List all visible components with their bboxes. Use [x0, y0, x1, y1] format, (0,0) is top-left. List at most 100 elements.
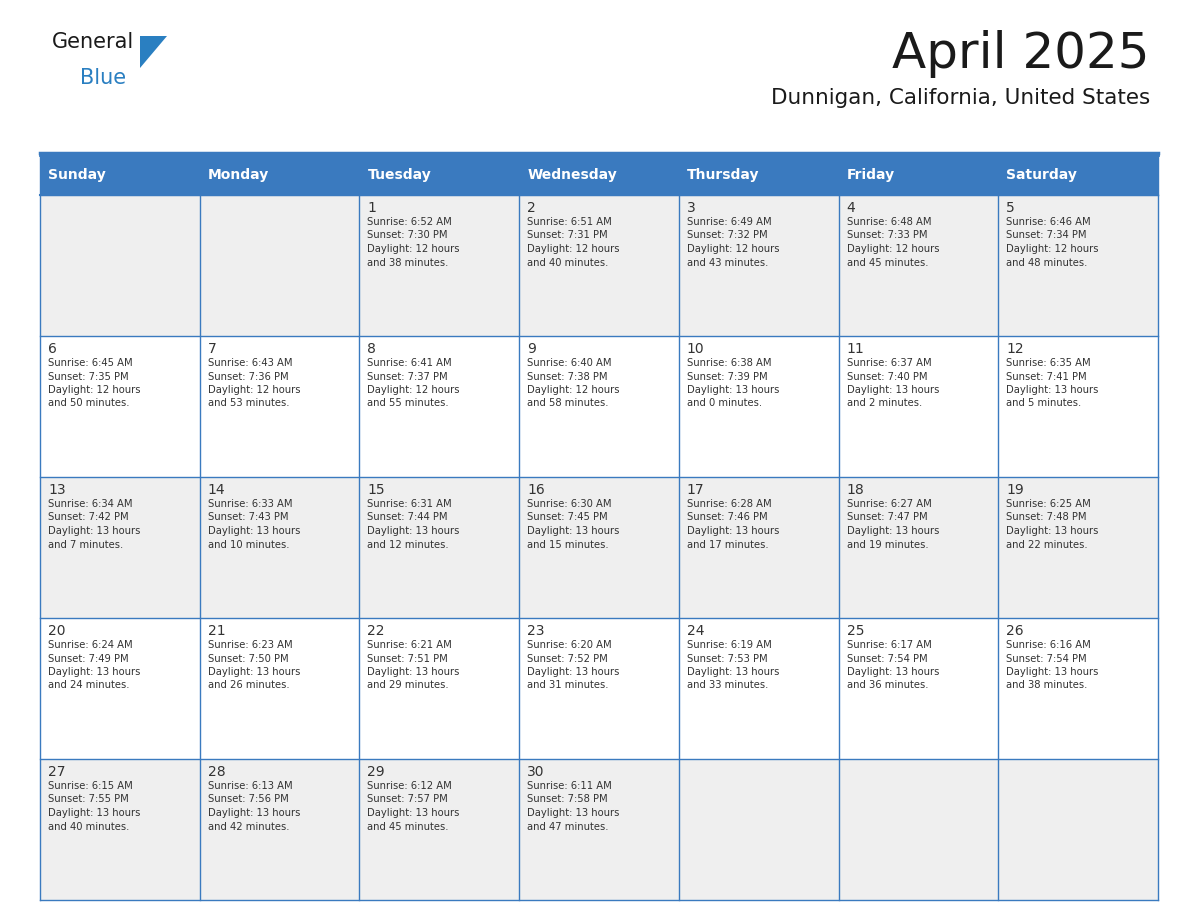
Bar	[998, 155, 1158, 195]
Text: and 45 minutes.: and 45 minutes.	[367, 822, 449, 832]
Text: Daylight: 13 hours: Daylight: 13 hours	[527, 667, 619, 677]
Text: Daylight: 12 hours: Daylight: 12 hours	[847, 244, 939, 254]
Text: 3: 3	[687, 201, 696, 215]
Text: and 55 minutes.: and 55 minutes.	[367, 398, 449, 409]
Text: and 19 minutes.: and 19 minutes.	[847, 540, 928, 550]
Text: Sunrise: 6:15 AM: Sunrise: 6:15 AM	[48, 781, 133, 791]
Text: 6: 6	[48, 342, 57, 356]
Bar	[519, 336, 678, 477]
Bar	[519, 477, 678, 618]
Text: 4: 4	[847, 201, 855, 215]
Text: Sunrise: 6:35 AM: Sunrise: 6:35 AM	[1006, 358, 1091, 368]
Text: Sunset: 7:50 PM: Sunset: 7:50 PM	[208, 654, 289, 664]
Text: Sunset: 7:30 PM: Sunset: 7:30 PM	[367, 230, 448, 241]
Text: Sunset: 7:43 PM: Sunset: 7:43 PM	[208, 512, 289, 522]
Text: Sunrise: 6:11 AM: Sunrise: 6:11 AM	[527, 781, 612, 791]
Bar	[519, 195, 678, 336]
Text: Sunset: 7:58 PM: Sunset: 7:58 PM	[527, 794, 608, 804]
Text: 18: 18	[847, 483, 865, 497]
Text: Sunset: 7:45 PM: Sunset: 7:45 PM	[527, 512, 608, 522]
Bar	[998, 195, 1158, 336]
Text: and 33 minutes.: and 33 minutes.	[687, 680, 769, 690]
Text: Sunset: 7:48 PM: Sunset: 7:48 PM	[1006, 512, 1087, 522]
Text: Sunset: 7:52 PM: Sunset: 7:52 PM	[527, 654, 608, 664]
Text: and 42 minutes.: and 42 minutes.	[208, 822, 289, 832]
Bar	[40, 195, 200, 336]
Text: Sunset: 7:38 PM: Sunset: 7:38 PM	[527, 372, 607, 382]
Text: Sunrise: 6:16 AM: Sunrise: 6:16 AM	[1006, 640, 1091, 650]
Text: 27: 27	[48, 765, 65, 779]
Bar	[678, 195, 839, 336]
Text: 22: 22	[367, 624, 385, 638]
Text: and 38 minutes.: and 38 minutes.	[367, 258, 449, 267]
Text: Saturday: Saturday	[1006, 168, 1078, 182]
Text: Daylight: 13 hours: Daylight: 13 hours	[48, 667, 140, 677]
Text: General: General	[52, 32, 134, 52]
Bar	[678, 336, 839, 477]
Text: Sunrise: 6:27 AM: Sunrise: 6:27 AM	[847, 499, 931, 509]
Text: 13: 13	[48, 483, 65, 497]
Text: and 29 minutes.: and 29 minutes.	[367, 680, 449, 690]
Text: Sunset: 7:41 PM: Sunset: 7:41 PM	[1006, 372, 1087, 382]
Bar	[360, 195, 519, 336]
Text: Sunset: 7:57 PM: Sunset: 7:57 PM	[367, 794, 448, 804]
Text: Sunrise: 6:37 AM: Sunrise: 6:37 AM	[847, 358, 931, 368]
Text: Sunrise: 6:24 AM: Sunrise: 6:24 AM	[48, 640, 133, 650]
Text: Daylight: 13 hours: Daylight: 13 hours	[527, 526, 619, 536]
Bar	[678, 155, 839, 195]
Text: Sunset: 7:42 PM: Sunset: 7:42 PM	[48, 512, 128, 522]
Text: and 24 minutes.: and 24 minutes.	[48, 680, 129, 690]
Text: Sunset: 7:54 PM: Sunset: 7:54 PM	[1006, 654, 1087, 664]
Bar	[839, 618, 998, 759]
Text: Sunrise: 6:21 AM: Sunrise: 6:21 AM	[367, 640, 453, 650]
Polygon shape	[140, 36, 168, 68]
Bar	[678, 759, 839, 900]
Bar	[360, 155, 519, 195]
Text: Sunrise: 6:23 AM: Sunrise: 6:23 AM	[208, 640, 292, 650]
Text: Sunrise: 6:20 AM: Sunrise: 6:20 AM	[527, 640, 612, 650]
Text: Sunrise: 6:19 AM: Sunrise: 6:19 AM	[687, 640, 771, 650]
Text: and 58 minutes.: and 58 minutes.	[527, 398, 608, 409]
Bar	[519, 618, 678, 759]
Text: Monday: Monday	[208, 168, 268, 182]
Text: Daylight: 12 hours: Daylight: 12 hours	[687, 244, 779, 254]
Text: Sunrise: 6:40 AM: Sunrise: 6:40 AM	[527, 358, 612, 368]
Text: Daylight: 12 hours: Daylight: 12 hours	[367, 385, 460, 395]
Text: 30: 30	[527, 765, 544, 779]
Text: Sunset: 7:56 PM: Sunset: 7:56 PM	[208, 794, 289, 804]
Text: and 5 minutes.: and 5 minutes.	[1006, 398, 1081, 409]
Text: Thursday: Thursday	[687, 168, 759, 182]
Text: Daylight: 12 hours: Daylight: 12 hours	[208, 385, 301, 395]
Text: Sunset: 7:32 PM: Sunset: 7:32 PM	[687, 230, 767, 241]
Text: Friday: Friday	[847, 168, 895, 182]
Bar	[678, 618, 839, 759]
Text: 19: 19	[1006, 483, 1024, 497]
Text: and 43 minutes.: and 43 minutes.	[687, 258, 769, 267]
Text: and 7 minutes.: and 7 minutes.	[48, 540, 124, 550]
Bar	[40, 759, 200, 900]
Bar	[839, 336, 998, 477]
Text: 11: 11	[847, 342, 865, 356]
Text: Daylight: 12 hours: Daylight: 12 hours	[1006, 244, 1099, 254]
Text: and 45 minutes.: and 45 minutes.	[847, 258, 928, 267]
Text: 24: 24	[687, 624, 704, 638]
Text: Blue: Blue	[80, 68, 126, 88]
Text: and 17 minutes.: and 17 minutes.	[687, 540, 769, 550]
Text: and 50 minutes.: and 50 minutes.	[48, 398, 129, 409]
Text: Daylight: 13 hours: Daylight: 13 hours	[208, 808, 301, 818]
Text: Sunrise: 6:28 AM: Sunrise: 6:28 AM	[687, 499, 771, 509]
Text: Dunnigan, California, United States: Dunnigan, California, United States	[771, 88, 1150, 108]
Text: and 40 minutes.: and 40 minutes.	[48, 822, 129, 832]
Text: Daylight: 13 hours: Daylight: 13 hours	[367, 808, 460, 818]
Text: Sunrise: 6:12 AM: Sunrise: 6:12 AM	[367, 781, 453, 791]
Text: Daylight: 13 hours: Daylight: 13 hours	[1006, 667, 1099, 677]
Text: Sunset: 7:33 PM: Sunset: 7:33 PM	[847, 230, 927, 241]
Text: Sunset: 7:35 PM: Sunset: 7:35 PM	[48, 372, 128, 382]
Text: Daylight: 13 hours: Daylight: 13 hours	[687, 526, 779, 536]
Text: 15: 15	[367, 483, 385, 497]
Text: Daylight: 13 hours: Daylight: 13 hours	[687, 385, 779, 395]
Bar	[839, 477, 998, 618]
Text: 16: 16	[527, 483, 545, 497]
Text: Daylight: 13 hours: Daylight: 13 hours	[367, 667, 460, 677]
Text: 21: 21	[208, 624, 226, 638]
